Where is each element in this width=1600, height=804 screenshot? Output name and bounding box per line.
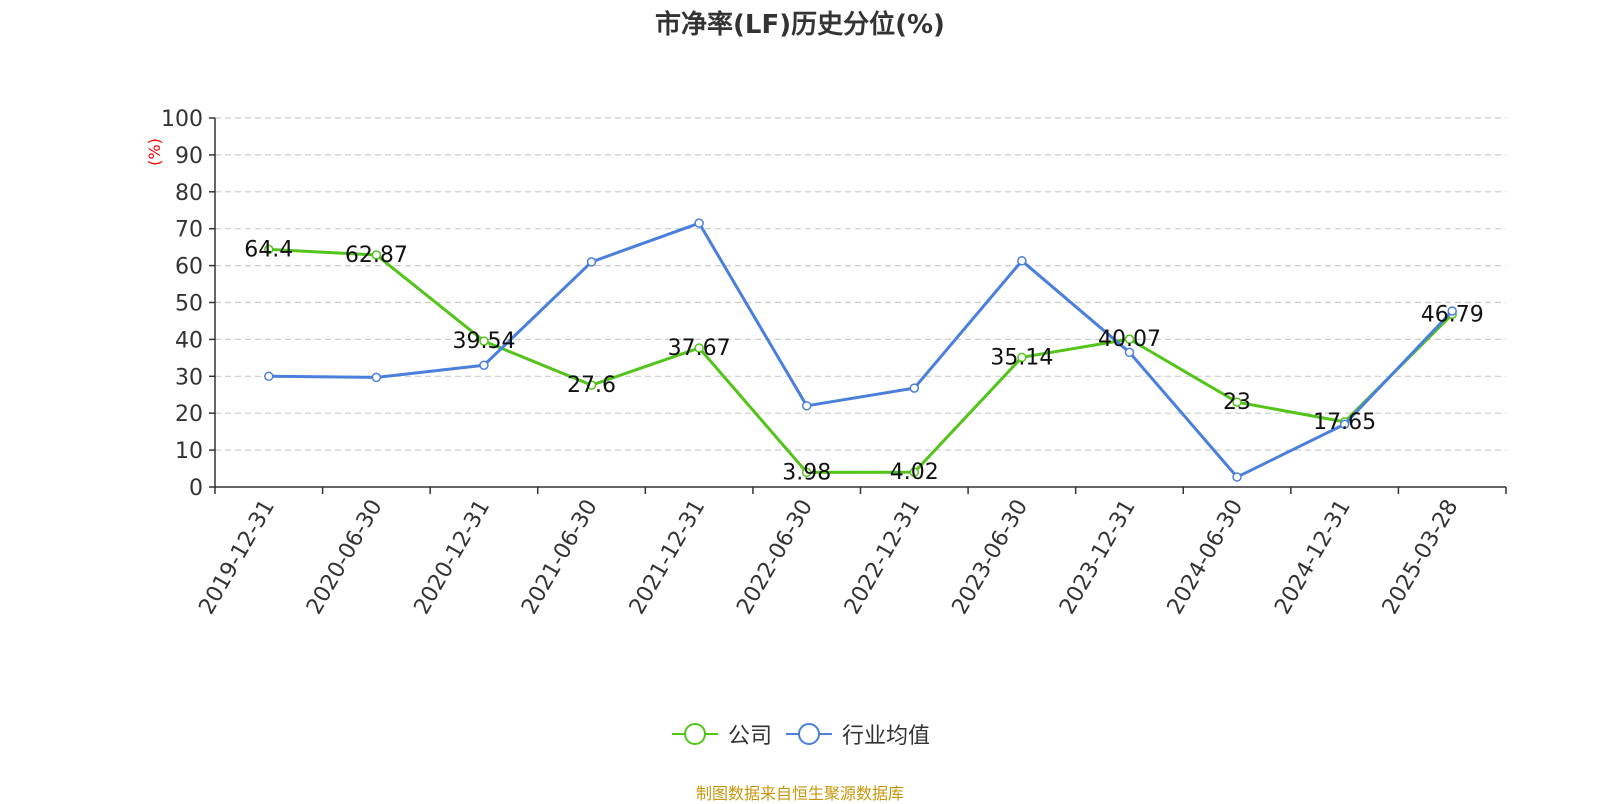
data-label: 23 [1223,390,1251,415]
data-label: 39.54 [452,329,515,354]
x-tick-label: 2024-12-31 [1270,496,1356,619]
data-point [1447,306,1457,316]
y-tick-label: 60 [175,255,203,280]
y-tick-label: 80 [175,181,203,206]
y-tick-label: 0 [189,476,203,501]
data-point [801,467,812,478]
x-tick-label: 2022-12-31 [840,496,926,619]
data-point [1017,256,1027,266]
data-label: 35.14 [990,345,1053,370]
y-tick-label: 40 [175,328,203,353]
x-tick-label: 2023-12-31 [1055,496,1141,619]
y-tick-label: 30 [175,365,203,390]
data-point [371,372,382,383]
data-point [694,343,704,353]
y-tick-label: 50 [175,292,203,317]
data-label: 3.98 [782,460,831,485]
data-point [1017,352,1027,363]
x-tick-label: 2023-06-30 [947,496,1033,619]
series-line [268,247,1454,474]
legend-circle [798,723,820,745]
legend-marker [786,723,832,745]
x-tick-label: 2021-12-31 [625,496,711,619]
legend-label: 行业均值 [842,724,931,749]
x-tick-label: 2020-06-30 [302,496,388,619]
data-point [586,380,597,390]
data-point [909,383,920,393]
data-point [1124,334,1135,344]
data-point [1339,419,1350,430]
data-label: 40.07 [1098,327,1161,352]
y-axis-label: (%) [145,138,164,166]
data-point [264,371,274,382]
x-tick-label: 2022-06-30 [732,496,818,619]
data-label: 17.65 [1313,410,1376,435]
chart-title: 市净率(LF)历史分位(%) [655,10,945,40]
legend: 公司 行业均值 [0,718,1600,750]
x-tick-label: 2020-12-31 [410,496,496,619]
x-tick-label: 2021-06-30 [517,496,603,619]
data-point [586,257,597,267]
data-point [1124,347,1135,358]
x-tick-label: 2025-03-28 [1378,496,1464,619]
data-label: 27.6 [567,373,616,398]
data-point [909,467,920,477]
data-point [264,244,274,255]
legend-marker [671,723,718,745]
y-tick-label: 70 [175,218,203,243]
data-label: 64.4 [244,237,293,262]
data-point [801,401,812,411]
source-note: 制图数据来自恒生聚源数据库 [695,784,904,803]
data-point [1232,472,1242,482]
legend-item[interactable]: 公司 [670,718,772,750]
data-labels: 64.4 62.87 39.54 27.6 37.67 3.98 4.02 35.14 40.0… [244,237,1483,485]
data-point [371,250,382,260]
legend-circle [683,723,706,745]
series-line [268,221,1454,479]
gridlines [215,117,1506,451]
data-label: 37.67 [668,336,731,361]
data-point [694,218,704,228]
y-tick-label: 10 [175,439,203,464]
x-tick-label: 2019-12-31 [194,496,280,619]
series [264,218,1457,482]
y-tick-label: 90 [175,144,203,169]
y-tick-label: 20 [175,402,203,427]
legend-item[interactable]: 行业均值 [784,718,930,750]
y-tick-label: 100 [161,107,203,132]
data-point [1232,397,1242,407]
data-point [479,336,489,346]
data-label: 62.87 [345,243,408,268]
data-point [479,360,489,370]
legend-label: 公司 [727,724,772,749]
axes: 0 10 20 30 40 50 60 70 80 90 100 (%) 2019-12-31 2020-… [145,107,1507,619]
x-tick-label: 2024-06-30 [1163,496,1249,619]
data-label: 4.02 [890,460,939,485]
data-label: 46.79 [1421,302,1484,327]
